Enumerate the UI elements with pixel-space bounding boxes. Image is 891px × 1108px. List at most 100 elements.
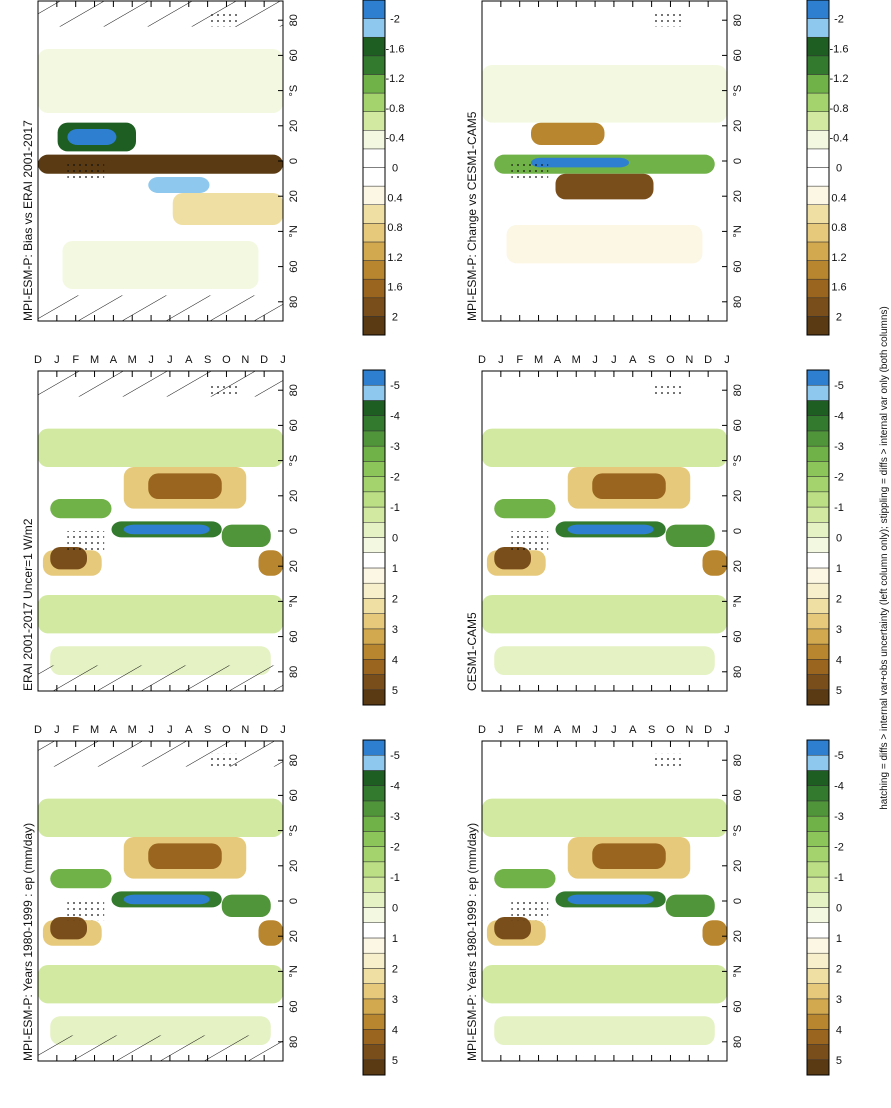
month-tick-label: S: [204, 354, 211, 366]
colorbar-swatch: [362, 998, 386, 1015]
colorbar-tick-label: 0: [836, 163, 842, 175]
colorbar: 5 4 3 2 1 0 -1 -2 -3 -4 -5: [806, 369, 844, 706]
colorbar-tick-label: 4: [392, 1024, 398, 1036]
colorbar-tick-label: 2: [392, 311, 398, 323]
feature-sh-itcz: [50, 499, 112, 519]
month-tick-label: D: [478, 354, 486, 366]
colorbar-tick-label: 1: [836, 933, 842, 945]
colorbar-swatch: [806, 689, 830, 706]
lat-tick-label: 60: [288, 49, 300, 61]
feature-nh-subtropic-dec: [258, 550, 283, 576]
colorbar-tick-label: -2: [390, 14, 400, 26]
panel-p3: ERAI 2001-2017 Uncer=1 W/m2 8060°N20020°S…: [21, 354, 400, 706]
lat-tick-label: 20: [732, 120, 744, 132]
panel-title: ERAI 2001-2017 Uncer=1 W/m2: [21, 518, 35, 691]
colorbar-swatch: [806, 567, 830, 584]
feature-nh-subtropic-dec: [702, 550, 727, 576]
colorbar-swatch: [806, 167, 830, 187]
feature-bias-north: [148, 177, 210, 193]
month-tick-label: A: [629, 354, 637, 366]
month-tick-label: A: [185, 724, 193, 736]
colorbar-swatch: [362, 148, 386, 168]
feature-bias-sh-green: [38, 49, 283, 113]
month-tick-label: J: [54, 724, 60, 736]
colorbar: 2 1.6 1.2 0.8 0.4 0 -0.4 -0.8 -1.2 -1.6 -2: [362, 0, 405, 336]
lat-tick-label: 80: [732, 1036, 744, 1048]
month-tick-label: A: [110, 724, 118, 736]
month-tick-label: D: [34, 354, 42, 366]
colorbar-swatch: [806, 204, 830, 224]
colorbar-swatch: [362, 130, 386, 150]
stipple-overlay-south: [653, 753, 683, 767]
colorbar-tick-label: -1: [390, 502, 400, 514]
colorbar-swatch: [806, 148, 830, 168]
lat-tick-label: 60: [288, 789, 300, 801]
lat-tick-label: 0: [732, 898, 744, 904]
plot-field: [482, 753, 727, 1045]
lat-tick-label: 80: [732, 296, 744, 308]
colorbar-tick-label: 4: [836, 654, 842, 666]
colorbar-swatch: [362, 400, 386, 416]
colorbar-swatch: [362, 876, 386, 893]
colorbar-swatch: [806, 491, 830, 508]
colorbar-swatch: [362, 983, 386, 1000]
colorbar-tick-label: -5: [390, 380, 400, 392]
feature-nh-subtropic-core: [50, 916, 87, 940]
month-tick-label: J: [611, 354, 617, 366]
colorbar-swatch: [362, 1013, 386, 1030]
feature-itcz-late: [665, 894, 715, 917]
colorbar-tick-label: -0.4: [830, 133, 849, 145]
colorbar-tick-label: -1.2: [386, 73, 405, 85]
hatch-overlay-north: [38, 1035, 283, 1061]
colorbar-swatch: [362, 0, 386, 19]
colorbar-tick-label: 5: [836, 685, 842, 697]
colorbar-swatch: [362, 204, 386, 224]
colorbar-swatch: [362, 461, 386, 477]
colorbar-tick-label: -4: [834, 781, 844, 793]
month-tick-label: J: [611, 724, 617, 736]
month-tick-label: S: [648, 354, 655, 366]
lat-tick-label: 20: [732, 190, 744, 202]
colorbar-frame: [806, 739, 830, 1076]
colorbar-tick-label: -1.6: [830, 43, 849, 55]
lat-tick-label: °N: [732, 965, 744, 977]
colorbar-tick-label: 3: [392, 624, 398, 636]
colorbar-tick-label: 0.4: [387, 192, 402, 204]
panels-layer: MPI-ESM-P: Years 1980-1999 : ep (mm/day)…: [21, 0, 849, 1076]
colorbar-swatch: [362, 582, 386, 599]
colorbar-swatch: [362, 297, 386, 317]
colorbar-swatch: [362, 846, 386, 863]
colorbar-swatch: [806, 892, 830, 908]
colorbar-swatch: [806, 861, 830, 878]
lat-tick-label: 80: [288, 1036, 300, 1048]
colorbar-swatch: [362, 18, 386, 38]
month-tick-label: F: [72, 354, 79, 366]
lat-tick-label: 60: [288, 630, 300, 642]
colorbar-swatch: [806, 241, 830, 261]
colorbar-swatch: [806, 369, 830, 386]
colorbar-swatch: [362, 937, 386, 954]
colorbar-swatch: [362, 552, 386, 569]
panel-p5: MPI-ESM-P: Bias vs ERAI 2001-2017 80 60 °N 2…: [21, 0, 405, 336]
colorbar-swatch: [806, 130, 830, 150]
colorbar-swatch: [362, 739, 386, 756]
colorbar-swatch: [362, 770, 386, 786]
colorbar-swatch: [806, 659, 830, 675]
colorbar-tick-label: -1: [834, 502, 844, 514]
feature-itcz-late: [665, 524, 715, 547]
colorbar-swatch: [362, 800, 386, 817]
colorbar-swatch: [806, 598, 830, 614]
colorbar: 2 1.6 1.2 0.8 0.4 0 -0.4 -0.8 -1.2 -1.6 -2: [806, 0, 849, 336]
band-nh-high: [494, 646, 715, 675]
colorbar-tick-label: 0: [392, 163, 398, 175]
lat-tick-label: 60: [288, 1000, 300, 1012]
lat-tick-label: 20: [732, 560, 744, 572]
colorbar-swatch: [806, 831, 830, 847]
colorbar-swatch: [806, 739, 830, 756]
colorbar-swatch: [806, 506, 830, 523]
band-nh-midlat: [482, 965, 727, 1004]
colorbar-swatch: [806, 846, 830, 863]
feature-nh-subtropic-core: [50, 547, 87, 570]
colorbar-swatch: [362, 92, 386, 112]
